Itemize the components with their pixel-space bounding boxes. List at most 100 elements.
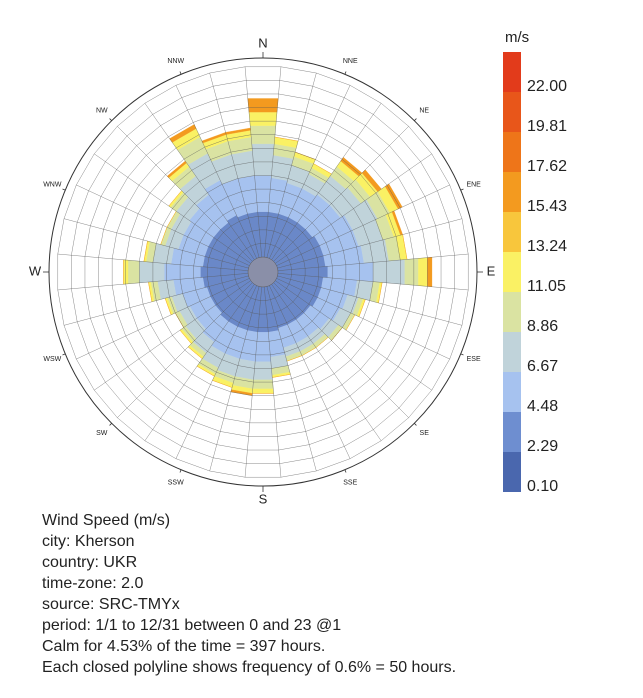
spoke: [209, 286, 260, 472]
colorbar-block: [503, 252, 521, 292]
colorbar-label: 2.29: [527, 438, 558, 455]
colorbar-block: [503, 52, 521, 92]
description-line: time-zone: 2.0: [42, 575, 143, 592]
colorbar-label: 19.81: [527, 118, 567, 135]
direction-label: W: [29, 263, 42, 278]
spoke: [271, 284, 382, 441]
wind-segment: [418, 257, 428, 287]
direction-label: SSE: [343, 479, 357, 486]
spoke: [244, 66, 262, 258]
description-line: Each closed polyline shows frequency of …: [42, 659, 456, 676]
colorbar-label: 6.67: [527, 358, 558, 375]
direction-tick: [109, 118, 112, 121]
wind-segment: [404, 258, 419, 286]
description-line: city: Kherson: [42, 533, 134, 550]
direction-label: ESE: [467, 356, 481, 363]
spoke: [175, 285, 257, 459]
spoke: [264, 286, 282, 478]
direction-tick: [414, 423, 417, 426]
wind-segment: [252, 388, 274, 394]
spoke: [269, 85, 351, 259]
spoke: [277, 275, 463, 326]
spoke: [276, 278, 450, 360]
spoke: [144, 103, 255, 260]
direction-label: WNW: [43, 182, 62, 189]
colorbar-label: 15.43: [527, 198, 567, 215]
spoke: [266, 72, 317, 258]
direction-tick: [179, 71, 182, 75]
spoke: [277, 253, 469, 271]
spoke: [277, 273, 469, 291]
spoke: [94, 153, 251, 264]
colorbar-block: [503, 292, 521, 332]
direction-label: ENE: [466, 182, 481, 189]
direction-label: NW: [96, 108, 108, 115]
spoke: [275, 153, 432, 264]
direction-tick: [460, 353, 464, 356]
spoke: [63, 275, 249, 326]
wind-segment: [139, 261, 165, 283]
direction-label: WSW: [43, 356, 61, 363]
colorbar-label: 0.10: [527, 478, 558, 495]
spoke: [144, 284, 255, 441]
direction-label: SSW: [168, 479, 184, 486]
colorbar-block: [503, 332, 521, 372]
spoke: [175, 85, 257, 259]
direction-label: NE: [419, 108, 429, 115]
colorbar-label: 17.62: [527, 158, 567, 175]
spoke: [117, 282, 253, 418]
direction-tick: [179, 469, 182, 473]
colorbar-block: [503, 132, 521, 172]
spoke: [209, 72, 260, 258]
spoke: [57, 253, 249, 271]
spoke: [57, 273, 249, 291]
spoke: [117, 126, 253, 262]
direction-label: NNE: [343, 58, 358, 65]
spoke: [277, 218, 463, 269]
spoke: [244, 286, 262, 478]
direction-tick: [62, 353, 66, 356]
direction-tick: [414, 118, 417, 121]
spoke: [266, 286, 317, 472]
direction-label: S: [259, 491, 268, 506]
spoke: [276, 184, 450, 266]
colorbar-label: 8.86: [527, 318, 558, 335]
direction-tick: [344, 469, 347, 473]
direction-label: N: [258, 35, 267, 50]
direction-label: SW: [96, 430, 108, 437]
colorbar-label: 22.00: [527, 78, 567, 95]
description-line: source: SRC-TMYx: [42, 596, 180, 613]
colorbar-block: [503, 372, 521, 412]
spoke: [271, 103, 382, 260]
colorbar-label: 13.24: [527, 238, 567, 255]
direction-tick: [62, 188, 66, 191]
description-line: Calm for 4.53% of the time = 397 hours.: [42, 638, 325, 655]
spoke: [76, 278, 250, 360]
description-line: Wind Speed (m/s): [42, 512, 170, 529]
description-line: period: 1/1 to 12/31 between 0 and 23 @1: [42, 617, 341, 634]
colorbar-block: [503, 452, 521, 492]
inner-circle: [247, 256, 279, 288]
spoke: [273, 126, 409, 262]
direction-label: SE: [420, 430, 430, 437]
direction-label: NNW: [167, 58, 184, 65]
wind-segment: [247, 98, 279, 113]
wind-segment: [252, 379, 274, 390]
spoke: [76, 184, 250, 266]
spoke: [269, 285, 351, 459]
colorbar-block: [503, 212, 521, 252]
colorbar-title: m/s: [505, 29, 529, 46]
wind-segment: [248, 111, 278, 126]
wind-segment: [127, 260, 140, 284]
direction-tick: [109, 423, 112, 426]
direction-tick: [460, 188, 464, 191]
spoke: [264, 66, 282, 258]
colorbar-label: 4.48: [527, 398, 558, 415]
wind-segment: [253, 361, 273, 380]
spoke: [63, 218, 249, 269]
colorbar-block: [503, 92, 521, 132]
direction-label: E: [487, 263, 496, 278]
colorbar-block: [503, 412, 521, 452]
colorbar-block: [503, 172, 521, 212]
